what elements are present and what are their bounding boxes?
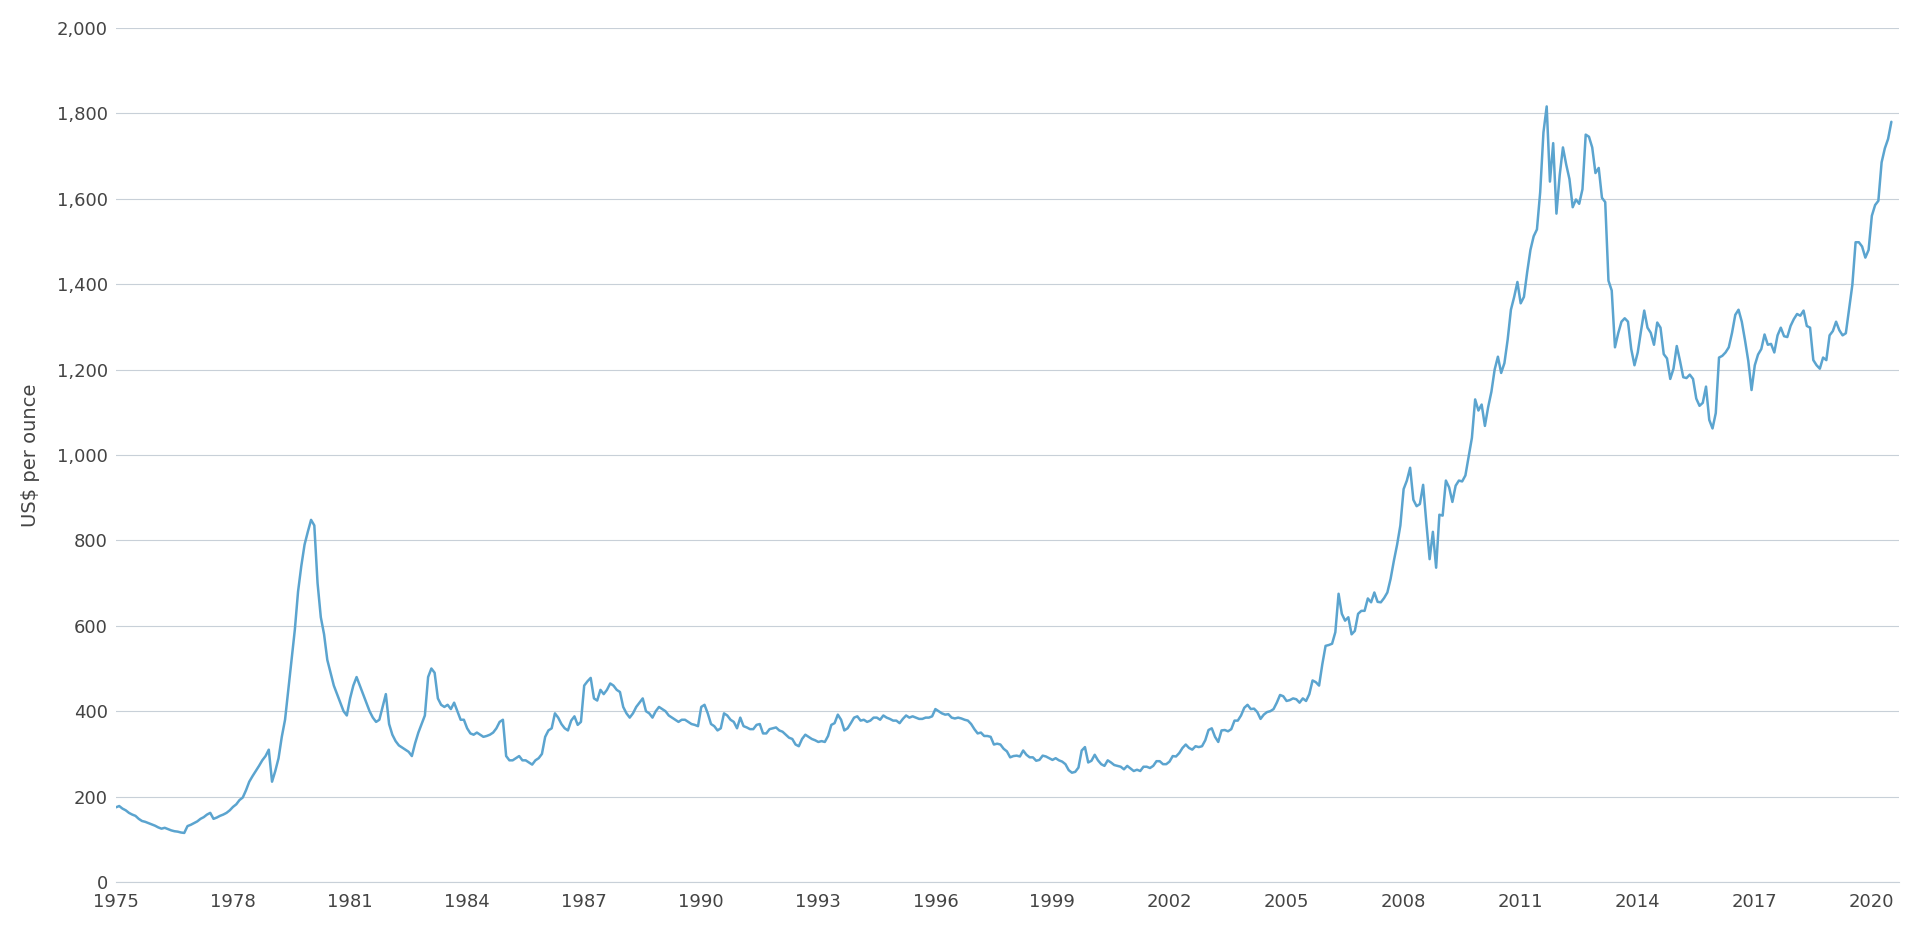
- Y-axis label: US$ per ounce: US$ per ounce: [21, 383, 40, 527]
